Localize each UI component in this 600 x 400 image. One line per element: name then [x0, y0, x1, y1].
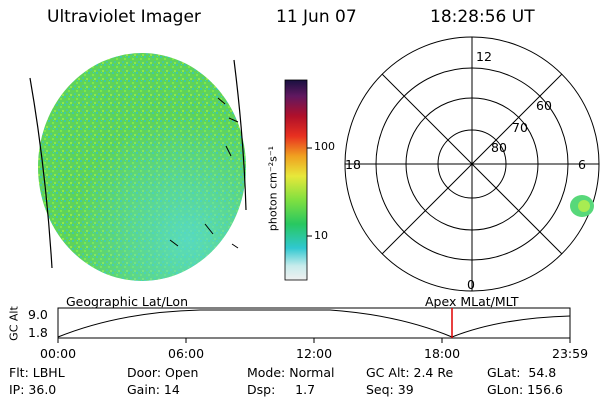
orbit-xtick-0600: 06:00: [168, 346, 205, 361]
orbit-xtick-2359: 23:59: [552, 346, 589, 361]
orbit-xtick-1200: 12:00: [296, 346, 333, 361]
status-mode: Mode: Normal: [247, 365, 335, 380]
mlat-label-60: 60: [536, 98, 552, 113]
status-glat: GLat: 54.8: [487, 365, 557, 380]
status-filter: Flt: LBHL: [9, 365, 65, 380]
instrument-title: Ultraviolet Imager: [47, 7, 201, 27]
mlt-label-6: 6: [578, 157, 586, 172]
date-label: 11 Jun 07: [276, 7, 357, 27]
orbit-ytick-9: 9.0: [28, 307, 48, 322]
mlat-label-80: 80: [491, 140, 507, 155]
status-seq: Seq: 39: [366, 382, 414, 397]
status-ip: IP: 36.0: [9, 382, 57, 397]
colorbar-tick-100: 100: [314, 140, 335, 153]
orbit-xtick-1800: 18:00: [424, 346, 461, 361]
status-door: Door: Open: [127, 365, 199, 380]
time-label: 18:28:56 UT: [430, 7, 535, 27]
mlt-label-0: 0: [467, 277, 475, 292]
status-gc-alt: GC Alt: 2.4 Re: [366, 365, 454, 380]
orbit-caption-right: Apex MLat/MLT: [425, 294, 519, 309]
status-gain: Gain: 14: [127, 382, 180, 397]
mlt-label-18: 18: [345, 157, 361, 172]
orbit-ytick-1_8: 1.8: [28, 325, 48, 340]
orbit-xtick-0000: 00:00: [40, 346, 77, 361]
mlt-label-12: 12: [476, 49, 492, 64]
orbit-yaxis-label: GC Alt: [7, 306, 21, 341]
status-glon: GLon: 156.6: [487, 382, 563, 397]
status-dsp: Dsp: 1.7: [247, 382, 316, 397]
mlat-label-70: 70: [512, 120, 528, 135]
colorbar-tick-10: 10: [314, 229, 328, 242]
orbit-caption-left: Geographic Lat/Lon: [66, 294, 188, 309]
